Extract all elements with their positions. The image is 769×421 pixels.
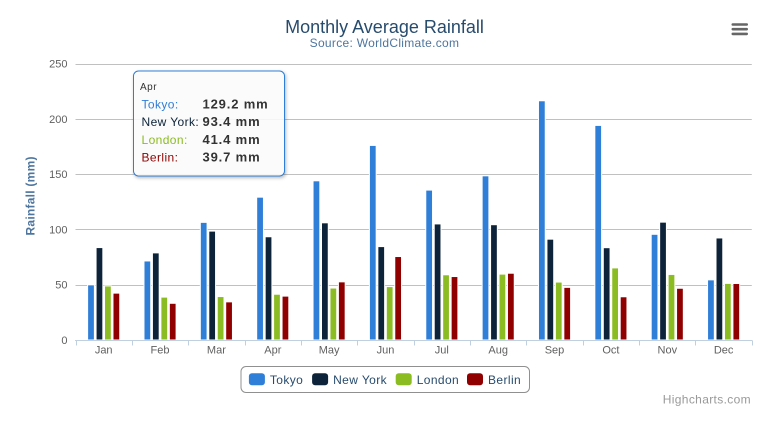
svg-text:0: 0	[61, 335, 67, 347]
svg-text:London:: London:	[142, 133, 188, 147]
svg-text:93.4 mm: 93.4 mm	[203, 114, 261, 129]
svg-text:New York: New York	[333, 373, 387, 387]
svg-text:Mar: Mar	[207, 345, 226, 357]
svg-text:129.2 mm: 129.2 mm	[203, 97, 269, 112]
svg-text:Apr: Apr	[140, 82, 157, 93]
svg-text:Jul: Jul	[435, 345, 449, 357]
svg-text:250: 250	[49, 59, 67, 71]
svg-text:New York:: New York:	[142, 115, 200, 129]
svg-text:50: 50	[55, 280, 67, 292]
svg-text:Nov: Nov	[658, 345, 678, 357]
svg-text:Source: WorldClimate.com: Source: WorldClimate.com	[310, 36, 460, 50]
svg-text:Monthly Average Rainfall: Monthly Average Rainfall	[285, 17, 484, 37]
svg-text:Rainfall (mm): Rainfall (mm)	[24, 156, 38, 235]
svg-text:Highcharts.com: Highcharts.com	[663, 393, 751, 407]
svg-text:200: 200	[49, 114, 67, 126]
svg-text:150: 150	[49, 169, 67, 181]
svg-text:41.4 mm: 41.4 mm	[203, 132, 261, 147]
svg-text:Jun: Jun	[377, 345, 395, 357]
svg-text:Berlin:: Berlin:	[142, 151, 179, 165]
svg-text:Sep: Sep	[545, 345, 565, 357]
svg-text:Dec: Dec	[714, 345, 734, 357]
svg-text:Tokyo:: Tokyo:	[142, 98, 179, 112]
svg-text:100: 100	[49, 224, 67, 236]
svg-text:Aug: Aug	[488, 345, 508, 357]
svg-text:39.7 mm: 39.7 mm	[203, 150, 261, 165]
svg-text:Berlin: Berlin	[488, 373, 521, 387]
svg-text:Jan: Jan	[95, 345, 113, 357]
svg-text:London: London	[417, 373, 459, 387]
svg-text:Oct: Oct	[602, 345, 619, 357]
svg-text:Tokyo: Tokyo	[270, 373, 303, 387]
svg-text:May: May	[319, 345, 340, 357]
svg-text:Feb: Feb	[151, 345, 170, 357]
svg-text:Apr: Apr	[264, 345, 281, 357]
